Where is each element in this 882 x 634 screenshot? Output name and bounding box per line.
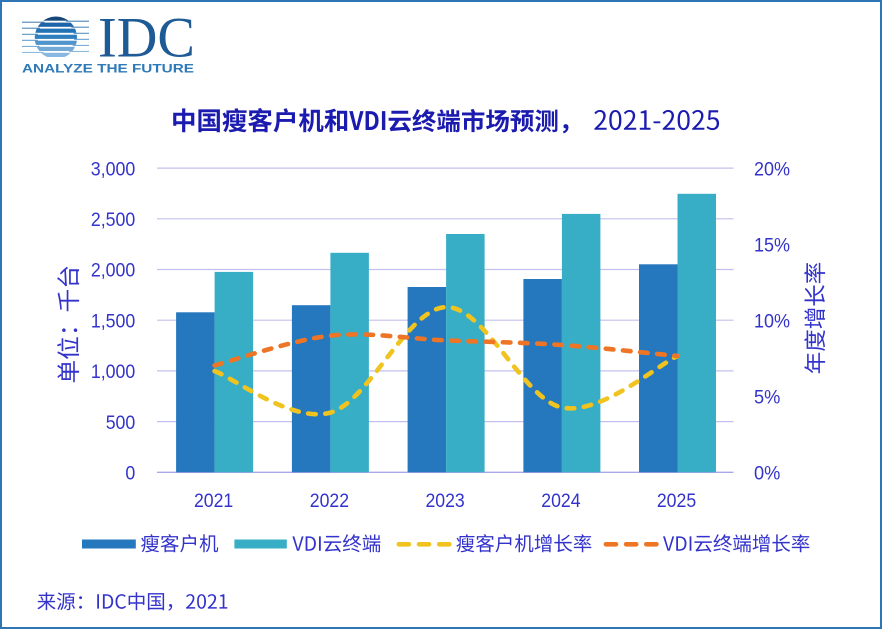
svg-text:0%: 0% <box>754 463 780 485</box>
svg-text:ANALYZE THE FUTURE: ANALYZE THE FUTURE <box>22 64 194 76</box>
svg-text:IDC: IDC <box>98 6 195 69</box>
svg-text:15%: 15% <box>754 234 790 256</box>
svg-text:20%: 20% <box>754 158 790 180</box>
svg-text:1,500: 1,500 <box>91 310 135 332</box>
svg-text:2,500: 2,500 <box>91 209 135 231</box>
svg-text:2024: 2024 <box>541 490 580 512</box>
svg-text:0: 0 <box>125 463 135 485</box>
svg-text:500: 500 <box>106 412 136 434</box>
svg-text:2,000: 2,000 <box>91 260 135 282</box>
svg-text:2021: 2021 <box>194 490 233 512</box>
svg-text:3,000: 3,000 <box>91 158 136 180</box>
svg-text:2022: 2022 <box>310 490 349 512</box>
svg-text:5%: 5% <box>754 386 780 408</box>
svg-text:10%: 10% <box>754 310 790 332</box>
svg-text:2023: 2023 <box>425 490 464 512</box>
svg-text:2025: 2025 <box>657 490 696 512</box>
svg-text:1,000: 1,000 <box>91 361 135 383</box>
